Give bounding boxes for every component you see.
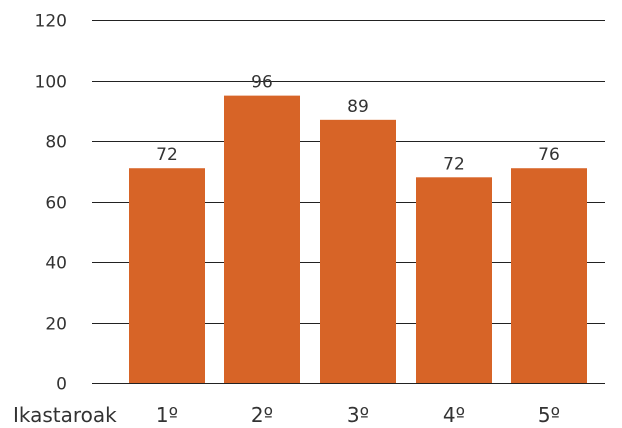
bar-2 [224,95,300,383]
x-axis-title: Ikastaroak [13,403,117,427]
x-category-label: 5º [538,403,560,427]
data-label: 76 [538,145,560,165]
x-category-label: 2º [251,403,273,427]
bar-5 [511,168,587,383]
data-label: 72 [443,154,465,174]
data-labels: 72 96 89 72 76 [156,73,560,175]
x-axis-category-labels: 1º 2º 3º 4º 5º [156,403,560,427]
data-label: 89 [347,97,369,117]
y-tick-label: 40 [45,254,67,274]
y-axis-tick-labels: 0 20 40 60 80 100 120 [35,12,67,395]
bar-1 [129,168,205,383]
data-label: 72 [156,145,178,165]
bars [129,95,587,383]
data-label: 96 [251,73,273,93]
y-tick-label: 60 [45,194,67,214]
y-tick-label: 120 [35,12,67,32]
bar-4 [416,177,492,383]
y-tick-label: 80 [45,133,67,153]
y-tick-label: 0 [56,375,67,395]
bar-3 [320,119,396,383]
x-category-label: 1º [156,403,178,427]
x-category-label: 4º [443,403,465,427]
y-tick-label: 100 [35,73,67,93]
x-category-label: 3º [347,403,369,427]
y-tick-label: 20 [45,315,67,335]
